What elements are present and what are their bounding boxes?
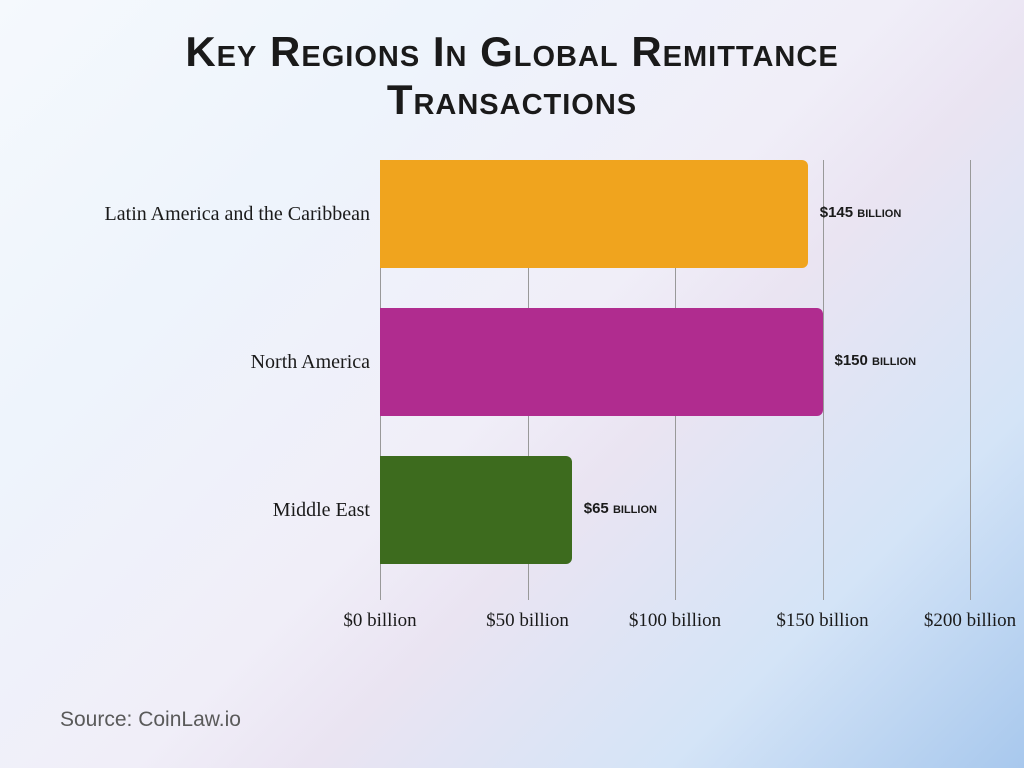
source-label: Source: CoinLaw.io bbox=[60, 708, 241, 732]
bar-value-label: $145 billion bbox=[820, 204, 902, 221]
y-axis-label: Latin America and the Caribbean bbox=[105, 203, 370, 226]
y-axis-label: Middle East bbox=[273, 499, 370, 522]
plot-area: Latin America and the Caribbean$145 bill… bbox=[380, 160, 970, 600]
title-line-2: Transactions bbox=[387, 76, 637, 123]
bar bbox=[380, 308, 823, 416]
bar-row: Latin America and the Caribbean$145 bill… bbox=[380, 160, 970, 268]
chart-title: Key Regions in Global Remittance Transac… bbox=[0, 0, 1024, 125]
bar-row: North America$150 billion bbox=[380, 308, 970, 416]
bar-row: Middle East$65 billion bbox=[380, 456, 970, 564]
title-line-1: Key Regions in Global Remittance bbox=[185, 28, 838, 75]
x-tick-label: $50 billion bbox=[486, 610, 569, 632]
bar bbox=[380, 160, 808, 268]
bar-value-label: $150 billion bbox=[835, 352, 917, 369]
y-axis-label: North America bbox=[251, 351, 370, 374]
bar bbox=[380, 456, 572, 564]
x-tick-label: $0 billion bbox=[343, 610, 416, 632]
x-tick-label: $150 billion bbox=[776, 610, 868, 632]
gridline bbox=[970, 160, 971, 600]
x-tick-label: $100 billion bbox=[629, 610, 721, 632]
x-tick-label: $200 billion bbox=[924, 610, 1016, 632]
chart-container: Latin America and the Caribbean $145 bill… bbox=[40, 160, 990, 660]
bar-value-label: $65 billion bbox=[584, 500, 657, 517]
